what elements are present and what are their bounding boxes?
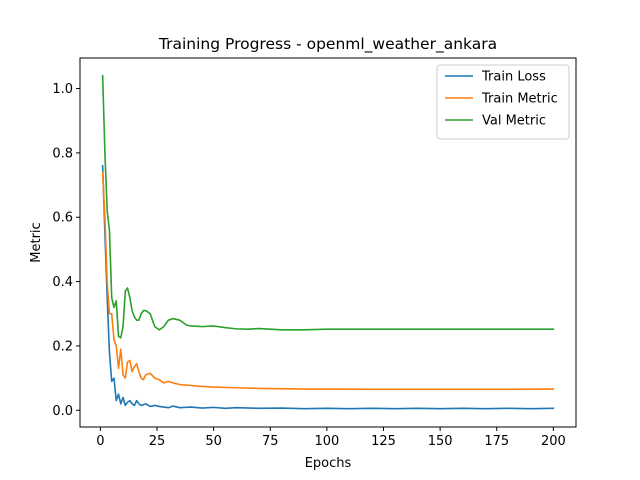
x-axis: 0 25 50 75 100 125 150 175 200 bbox=[96, 427, 566, 449]
chart-title: Training Progress - openml_weather_ankar… bbox=[158, 35, 497, 54]
legend-label: Val Metric bbox=[482, 114, 546, 129]
x-axis-label: Epochs bbox=[305, 456, 352, 471]
legend-label: Train Metric bbox=[481, 92, 558, 107]
x-tick-label: 0 bbox=[96, 434, 104, 449]
x-tick-label: 150 bbox=[428, 434, 453, 449]
plot-frame bbox=[79, 57, 577, 428]
x-tick-label: 25 bbox=[149, 434, 166, 449]
y-tick-label: 0.2 bbox=[52, 339, 73, 354]
legend-label: Train Loss bbox=[481, 70, 546, 85]
x-tick-label: 75 bbox=[262, 434, 279, 449]
series-line-train-loss bbox=[101, 164, 555, 410]
series-line-train-metric bbox=[101, 171, 555, 391]
x-tick-label: 175 bbox=[484, 434, 509, 449]
y-tick-label: 0.6 bbox=[52, 211, 73, 226]
legend: Train Loss Train Metric Val Metric bbox=[436, 64, 570, 140]
y-tick-label: 0.8 bbox=[52, 146, 73, 161]
series-layer bbox=[101, 74, 555, 410]
y-axis-label: Metric bbox=[29, 222, 44, 262]
x-tick-label: 125 bbox=[371, 434, 396, 449]
y-tick-label: 1.0 bbox=[52, 82, 73, 97]
y-tick-label: 0.0 bbox=[52, 404, 73, 419]
y-tick-label: 0.4 bbox=[52, 275, 73, 290]
x-tick-label: 200 bbox=[541, 434, 566, 449]
x-tick-label: 50 bbox=[205, 434, 222, 449]
series-line-val-metric bbox=[101, 74, 555, 339]
y-axis: 0.0 0.2 0.4 0.6 0.8 1.0 bbox=[52, 82, 80, 419]
x-tick-label: 100 bbox=[314, 434, 339, 449]
